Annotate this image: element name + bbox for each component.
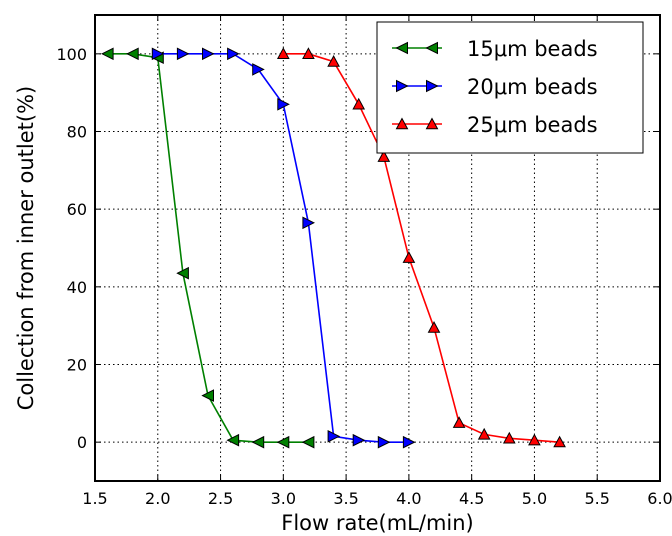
x-tick-label: 2.0 [145, 489, 170, 508]
data-point [276, 435, 290, 449]
data-point [327, 55, 340, 67]
data-point [252, 63, 265, 76]
data-point [327, 429, 341, 443]
plot-series [100, 47, 566, 449]
data-point [100, 47, 114, 61]
legend-entry: 20μm beads [392, 75, 598, 99]
data-point [402, 435, 416, 449]
legend-entry: 25μm beads [392, 113, 598, 137]
data-point [553, 435, 566, 448]
x-tick-label: 1.5 [82, 489, 107, 508]
data-point [377, 435, 391, 449]
legend-label: 20μm beads [467, 75, 598, 99]
data-point [477, 427, 491, 440]
data-point [301, 435, 315, 449]
x-tick-label: 5.0 [522, 489, 547, 508]
series-2 [151, 47, 416, 449]
legend: 15μm beads 20μm beads 25μm beads [376, 21, 644, 154]
series-line [107, 52, 309, 444]
x-tick-label: 3.5 [333, 489, 358, 508]
plot-frame [94, 14, 661, 482]
data-point [302, 216, 316, 230]
y-tick-label: 40 [67, 278, 87, 297]
y-tick-label: 0 [77, 433, 87, 452]
legend-marker [396, 79, 409, 93]
data-point [202, 47, 215, 61]
data-point [402, 251, 416, 263]
data-point [452, 416, 466, 428]
data-point [352, 433, 366, 447]
data-point [528, 433, 541, 446]
series-line [283, 52, 560, 443]
x-tick-label: 4.5 [459, 489, 484, 508]
data-point [302, 47, 315, 59]
data-point [427, 321, 441, 333]
data-point [176, 266, 189, 280]
legend-marker [426, 79, 439, 93]
data-point [276, 47, 290, 59]
x-axis-title: Flow rate(mL/min) [281, 511, 474, 535]
x-tick-label: 3.0 [271, 489, 296, 508]
data-point [377, 150, 391, 162]
legend-marker [425, 117, 439, 130]
y-tick-label: 60 [67, 200, 87, 219]
data-point [277, 97, 290, 111]
data-point [226, 433, 240, 447]
series-1 [100, 47, 315, 449]
y-tick-label: 100 [56, 45, 87, 64]
y-axis-title: Collection from inner outlet(%) [14, 86, 38, 411]
data-point [176, 47, 190, 61]
data-point [502, 431, 516, 444]
x-tick-label: 4.0 [396, 489, 421, 508]
data-point [352, 97, 366, 110]
y-axis-ticks: 0 20 40 60 80 100 [56, 45, 660, 452]
series-3 [276, 47, 566, 448]
x-tick-label: 6.0 [647, 489, 672, 508]
legend-label: 15μm beads [467, 37, 598, 61]
y-tick-label: 20 [67, 356, 87, 375]
legend-marker [425, 41, 438, 55]
data-point [151, 47, 165, 61]
legend-marker [395, 117, 409, 130]
x-tick-label: 2.5 [208, 489, 233, 508]
data-point [227, 47, 240, 61]
legend-box [376, 21, 644, 154]
series-line [157, 52, 409, 444]
y-tick-label: 80 [67, 123, 87, 142]
legend-entry: 15μm beads [392, 37, 598, 61]
x-axis-ticks: 1.5 2.0 2.5 3.0 3.5 4.0 4.5 5.0 5.5 6.0 [82, 15, 672, 508]
data-point [251, 435, 265, 449]
data-point [201, 389, 214, 402]
data-point [126, 47, 139, 61]
legend-marker [395, 41, 408, 55]
legend-label: 25μm beads [467, 113, 598, 137]
x-tick-label: 5.5 [584, 489, 609, 508]
